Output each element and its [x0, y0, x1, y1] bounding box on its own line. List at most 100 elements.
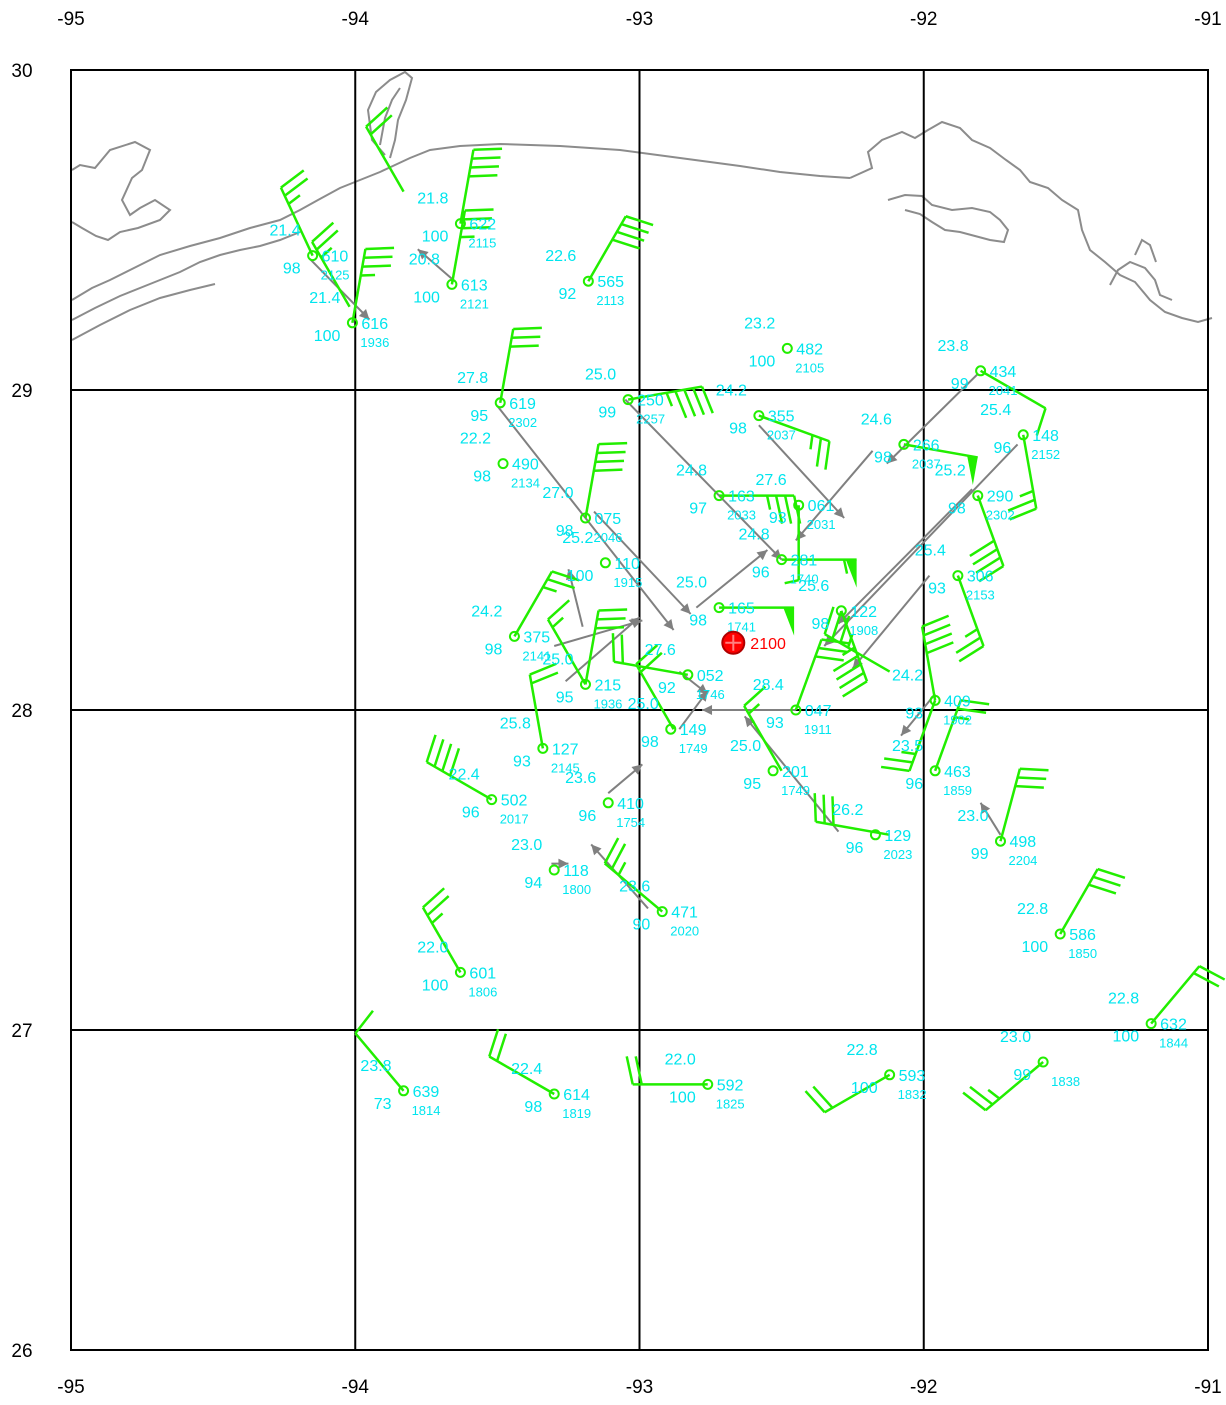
wind-barb-icon [425, 734, 493, 801]
barb-staff [1059, 868, 1099, 935]
lon-tick-label-top: -93 [626, 9, 653, 30]
track-arrow-icon [980, 802, 991, 814]
barb-flag [839, 615, 851, 644]
station-dewpoint: 98 [524, 1099, 542, 1116]
barb-flag [530, 671, 559, 685]
station-marker: 27.0 98 075 2046 [542, 485, 622, 545]
station-dewpoint: 73 [374, 1096, 392, 1113]
track-arrow-icon [833, 507, 845, 518]
station-dewpoint: 96 [578, 808, 596, 825]
station-pressure: 052 [697, 668, 724, 685]
station-temp: 28.4 [753, 677, 784, 694]
station-temp: 22.2 [460, 431, 491, 448]
station-circle-icon [776, 554, 788, 566]
station-pressure: 601 [469, 965, 496, 982]
station-temp: 24.2 [471, 603, 502, 620]
station-time: 1838 [1051, 1074, 1080, 1089]
station-temp: 25.2 [935, 463, 966, 480]
wind-barb-icon [351, 246, 395, 324]
track-line [851, 574, 931, 670]
station-marker: 22.4 98 614 1819 [511, 1061, 591, 1121]
station-temp: 22.0 [417, 939, 448, 956]
station-pressure: 163 [728, 489, 755, 506]
station-time: 1749 [781, 783, 810, 798]
station-dewpoint: 96 [846, 840, 864, 857]
barb-flag [513, 326, 542, 331]
barb-flag [470, 165, 499, 169]
station-time: 1902 [943, 712, 972, 727]
barb-flag [835, 663, 862, 681]
barb-flag [926, 641, 954, 655]
barb-flag [547, 599, 571, 621]
barb-flag [743, 685, 767, 707]
station-circle-icon [497, 458, 509, 470]
station-dewpoint: 99 [951, 376, 969, 393]
lon-tick-label-bottom: -95 [57, 1377, 84, 1398]
station-temp: 24.6 [861, 411, 892, 428]
barb-flag [596, 617, 626, 621]
barb-flag [365, 246, 395, 251]
station-time: 2017 [500, 812, 529, 827]
barb-flag [804, 1090, 826, 1114]
lon-tick-label-top: -94 [342, 9, 370, 30]
barb-flag [812, 1085, 834, 1109]
station-time: 2037 [912, 456, 941, 471]
barb-half-flag [842, 559, 849, 574]
station-circle-icon [622, 394, 634, 406]
barb-flag [529, 662, 557, 676]
barb-staff [584, 443, 600, 519]
station-marker: 21.4 98 610 2125 [269, 223, 349, 283]
station-temp: 25.4 [980, 402, 1011, 419]
station-temp: 25.2 [562, 530, 593, 547]
wind-barb-icon [603, 837, 664, 913]
station-time: 1859 [943, 783, 972, 798]
station-circle-icon [494, 397, 506, 409]
barb-half-flag [320, 246, 333, 259]
wind-barb-icon [1059, 867, 1126, 935]
station-dewpoint: 100 [422, 977, 449, 994]
station-marker: 24.2 98 355 2037 [716, 383, 796, 443]
barb-staff [584, 610, 600, 685]
lat-lon-grid [70, 69, 1209, 1351]
station-temp: 23.5 [892, 738, 923, 755]
station-temp: 25.0 [676, 575, 707, 592]
barb-flag [595, 625, 625, 630]
barb-flag [473, 147, 503, 151]
track-arrow-icon [702, 705, 713, 715]
station-temp: 22.8 [846, 1042, 877, 1059]
station-circle-icon [486, 794, 498, 806]
wind-barb-icon [804, 1073, 891, 1114]
station-pressure: 149 [680, 722, 707, 739]
barb-flag [471, 156, 501, 160]
station-dewpoint: 100 [567, 568, 594, 585]
track-line [823, 443, 1019, 647]
barb-flag [635, 644, 659, 666]
barb-staff [421, 906, 462, 974]
station-dewpoint: 99 [1013, 1067, 1031, 1084]
wind-barb-icon [962, 1061, 1044, 1112]
wind-barb-icon [955, 575, 985, 663]
station-circle-icon [952, 570, 964, 582]
station-temp: 23.0 [511, 837, 542, 854]
station-time: 1911 [804, 722, 832, 737]
station-dewpoint: 96 [752, 565, 770, 582]
barb-staff [627, 385, 703, 401]
station-marker: 26.2 96 129 2023 [832, 802, 912, 862]
station-dewpoint: 93 [513, 753, 531, 770]
barb-flag [674, 390, 688, 419]
station-marker: 22.0 100 592 1825 [665, 1051, 745, 1111]
station-pressure: 592 [717, 1077, 744, 1094]
barb-pennant [845, 559, 857, 588]
wind-barb-icon [488, 1028, 555, 1096]
station-pressure: 165 [728, 601, 755, 618]
wind-barb-icon [781, 558, 857, 588]
station-circle-icon [508, 630, 520, 642]
barb-flag [488, 1028, 500, 1057]
barb-flag [425, 734, 437, 763]
station-pressure: 118 [563, 863, 589, 880]
wind-barb-icon [933, 699, 990, 772]
barb-half-flag [287, 194, 301, 205]
barb-flag [1009, 507, 1037, 521]
station-circle-icon [548, 1088, 560, 1100]
barb-staff [840, 610, 869, 682]
